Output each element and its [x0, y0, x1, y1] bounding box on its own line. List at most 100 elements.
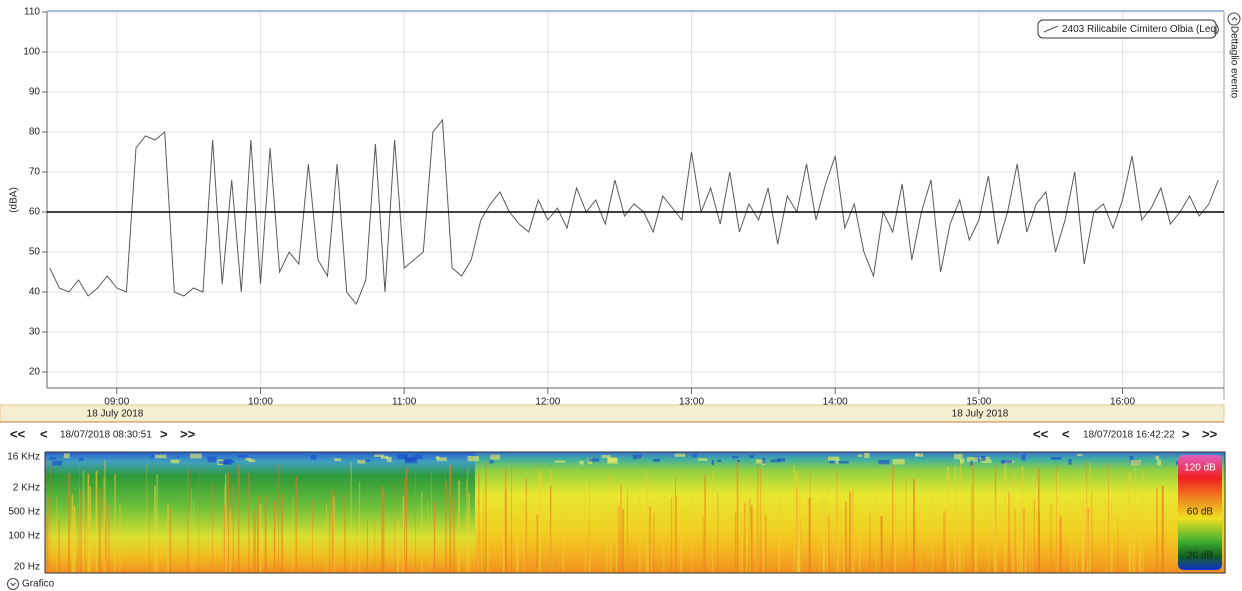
- spectrogram-blob: [1077, 454, 1083, 457]
- spectrogram-blob: [717, 459, 722, 462]
- spectrogram-y-label: 100 Hz: [8, 531, 40, 542]
- date-label: 18 July 2018: [952, 409, 1009, 420]
- y-axis-label: (dBA): [9, 187, 20, 213]
- y-tick-label: 110: [24, 7, 40, 18]
- spectrogram-blob: [915, 453, 924, 457]
- side-panel-toggle[interactable]: [1227, 12, 1241, 26]
- x-tick-label: 11:00: [392, 397, 417, 408]
- side-panel-icon: [1231, 16, 1238, 21]
- spectrogram-blob: [864, 453, 870, 459]
- nav-next[interactable]: >: [1182, 426, 1190, 441]
- spectrogram-blob: [762, 457, 766, 464]
- spectrogram-y-label: 20 Hz: [14, 562, 40, 573]
- nav-last[interactable]: >>: [180, 426, 196, 441]
- side-panel-label[interactable]: Dettaglio evento: [1228, 26, 1239, 99]
- nav-next[interactable]: >: [160, 426, 168, 441]
- spectrogram-blob: [981, 459, 992, 464]
- nav-last[interactable]: >>: [1202, 426, 1218, 441]
- legend-box: [1037, 19, 1217, 39]
- spectrogram-blob: [579, 460, 584, 465]
- y-tick-label: 70: [29, 167, 41, 178]
- spectrogram-blob: [436, 457, 447, 462]
- footer-toggle-chevron: [10, 582, 16, 587]
- spectrogram-blob: [414, 454, 423, 460]
- spectrogram-blob: [1155, 455, 1160, 460]
- spectrogram-blob: [1175, 460, 1180, 465]
- x-tick-label: 09:00: [104, 397, 129, 408]
- spectrogram-blob: [755, 459, 762, 464]
- spectrogram-blob: [749, 455, 754, 459]
- spectrogram-blob: [380, 455, 389, 459]
- colorbar-label: 120 dB: [1184, 463, 1216, 474]
- spectrogram-blob: [632, 454, 642, 460]
- spectrogram-blob: [1130, 460, 1142, 466]
- spectrogram-blob: [829, 460, 835, 464]
- spectrogram-blob: [838, 460, 849, 464]
- spectrogram-blob: [836, 458, 840, 464]
- spectrogram-blob: [374, 454, 384, 458]
- spectrogram-y-label: 2 KHz: [13, 483, 40, 494]
- nav-prev[interactable]: <: [1062, 426, 1070, 441]
- footer-toggle[interactable]: Grafico: [22, 579, 55, 590]
- spectrogram-blob: [1051, 456, 1062, 460]
- spectrogram-blob: [1068, 459, 1072, 465]
- spectrogram-blob: [404, 456, 416, 462]
- spectrogram-blob: [981, 456, 986, 461]
- x-tick-label: 13:00: [679, 397, 704, 408]
- nav-first[interactable]: <<: [10, 426, 26, 441]
- spectrogram-blob: [248, 459, 256, 463]
- x-tick-label: 14:00: [823, 397, 848, 408]
- spectrogram-blob: [892, 459, 905, 465]
- spectrogram-blob: [79, 457, 84, 461]
- y-tick-label: 40: [29, 287, 41, 298]
- spectrogram-blob: [245, 458, 252, 461]
- nav-prev[interactable]: <: [40, 426, 48, 441]
- nav-time: 18/07/2018 08:30:51: [60, 430, 152, 441]
- x-tick-label: 15:00: [966, 397, 991, 408]
- spectrogram-blob: [386, 456, 392, 462]
- spectrogram-blob: [170, 459, 180, 464]
- spectrogram-blob: [490, 454, 501, 460]
- spectrogram-blob: [151, 453, 154, 459]
- x-tick-label: 10:00: [248, 397, 273, 408]
- spectrogram-blob: [52, 460, 63, 466]
- y-tick-label: 50: [29, 247, 41, 258]
- spectrogram-blob: [736, 460, 740, 463]
- spectrogram-blob: [489, 459, 494, 464]
- spectrogram-blob: [1001, 460, 1005, 464]
- spectrogram-blob: [357, 459, 366, 464]
- colorbar-label: 60 dB: [1187, 507, 1213, 518]
- spectrogram-blob: [601, 454, 611, 459]
- spectrogram-blob: [588, 458, 600, 462]
- y-tick-label: 90: [29, 87, 41, 98]
- y-tick-label: 20: [29, 367, 41, 378]
- spectrogram-blob: [827, 456, 840, 461]
- spectrogram-blob: [1157, 459, 1162, 466]
- y-tick-label: 80: [29, 127, 41, 138]
- legend-label: 2403 Rilicabile Cimitero Olbia (Leq): [1062, 24, 1219, 35]
- spectrogram-blob: [1000, 459, 1013, 464]
- spectrogram-y-label: 500 Hz: [8, 507, 40, 518]
- spectrogram-blob: [310, 454, 317, 460]
- spectrogram-blob: [555, 460, 566, 463]
- spectrogram-blob: [970, 460, 973, 466]
- spectrogram: [45, 452, 1225, 573]
- y-tick-label: 100: [23, 47, 40, 58]
- spectrogram-blob: [49, 457, 57, 460]
- spectrogram-blob: [960, 458, 965, 464]
- spectrogram-blob: [954, 453, 963, 460]
- data-line: [49, 118, 1219, 305]
- nav-first[interactable]: <<: [1033, 426, 1049, 441]
- spectrogram-blob: [1021, 454, 1026, 461]
- footer-toggle-icon[interactable]: [7, 578, 19, 590]
- spectrogram-blob: [224, 460, 235, 464]
- spectrogram-blob: [711, 460, 715, 466]
- spectrogram-blob: [155, 454, 167, 459]
- spectrogram-blob: [652, 458, 661, 462]
- x-tick-label: 16:00: [1110, 397, 1135, 408]
- spectrogram-blob: [692, 453, 697, 458]
- spectrogram-blob: [63, 453, 70, 459]
- colorbar-label: 20 dB: [1187, 551, 1213, 562]
